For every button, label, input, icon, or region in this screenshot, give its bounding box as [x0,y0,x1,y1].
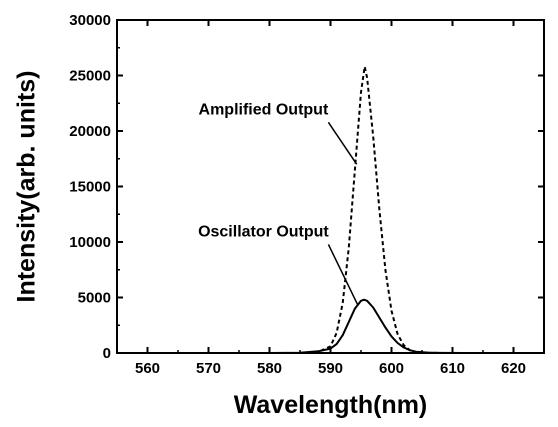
x-tick-label: 610 [440,360,465,377]
y-tick-label: 20000 [69,123,111,140]
x-tick-label: 570 [196,360,221,377]
y-axis-ticks: 0 5000 10000 15000 20000 25000 30000 [69,12,544,362]
y-tick-label: 15000 [69,179,111,196]
y-tick-label: 25000 [69,68,111,85]
y-axis-title: Intensity(arb. units) [13,71,41,303]
annotation-leader-line [327,121,358,165]
x-tick-label: 580 [257,360,282,377]
x-tick-label: 600 [379,360,404,377]
x-axis-ticks: 560 570 580 590 600 610 620 [116,20,545,377]
amplified-output-annotation: Amplified Output [199,101,329,118]
annotation-layer: Amplified Output Oscillator Output [198,101,359,306]
oscillator-output-annotation: Oscillator Output [198,223,329,240]
y-tick-label: 30000 [69,12,111,29]
annotation-leader-line [327,244,359,306]
y-tick-label: 0 [103,345,111,362]
oscillator-output-line [117,298,544,354]
y-tick-label: 10000 [69,234,111,251]
x-tick-label: 560 [135,360,160,377]
y-tick-label: 5000 [78,290,111,307]
plot-frame [116,19,545,354]
x-axis-title: Wavelength(nm) [234,391,428,419]
series-layer [117,65,544,354]
x-tick-label: 620 [501,360,526,377]
x-tick-label: 590 [318,360,343,377]
plot-area [116,19,545,354]
